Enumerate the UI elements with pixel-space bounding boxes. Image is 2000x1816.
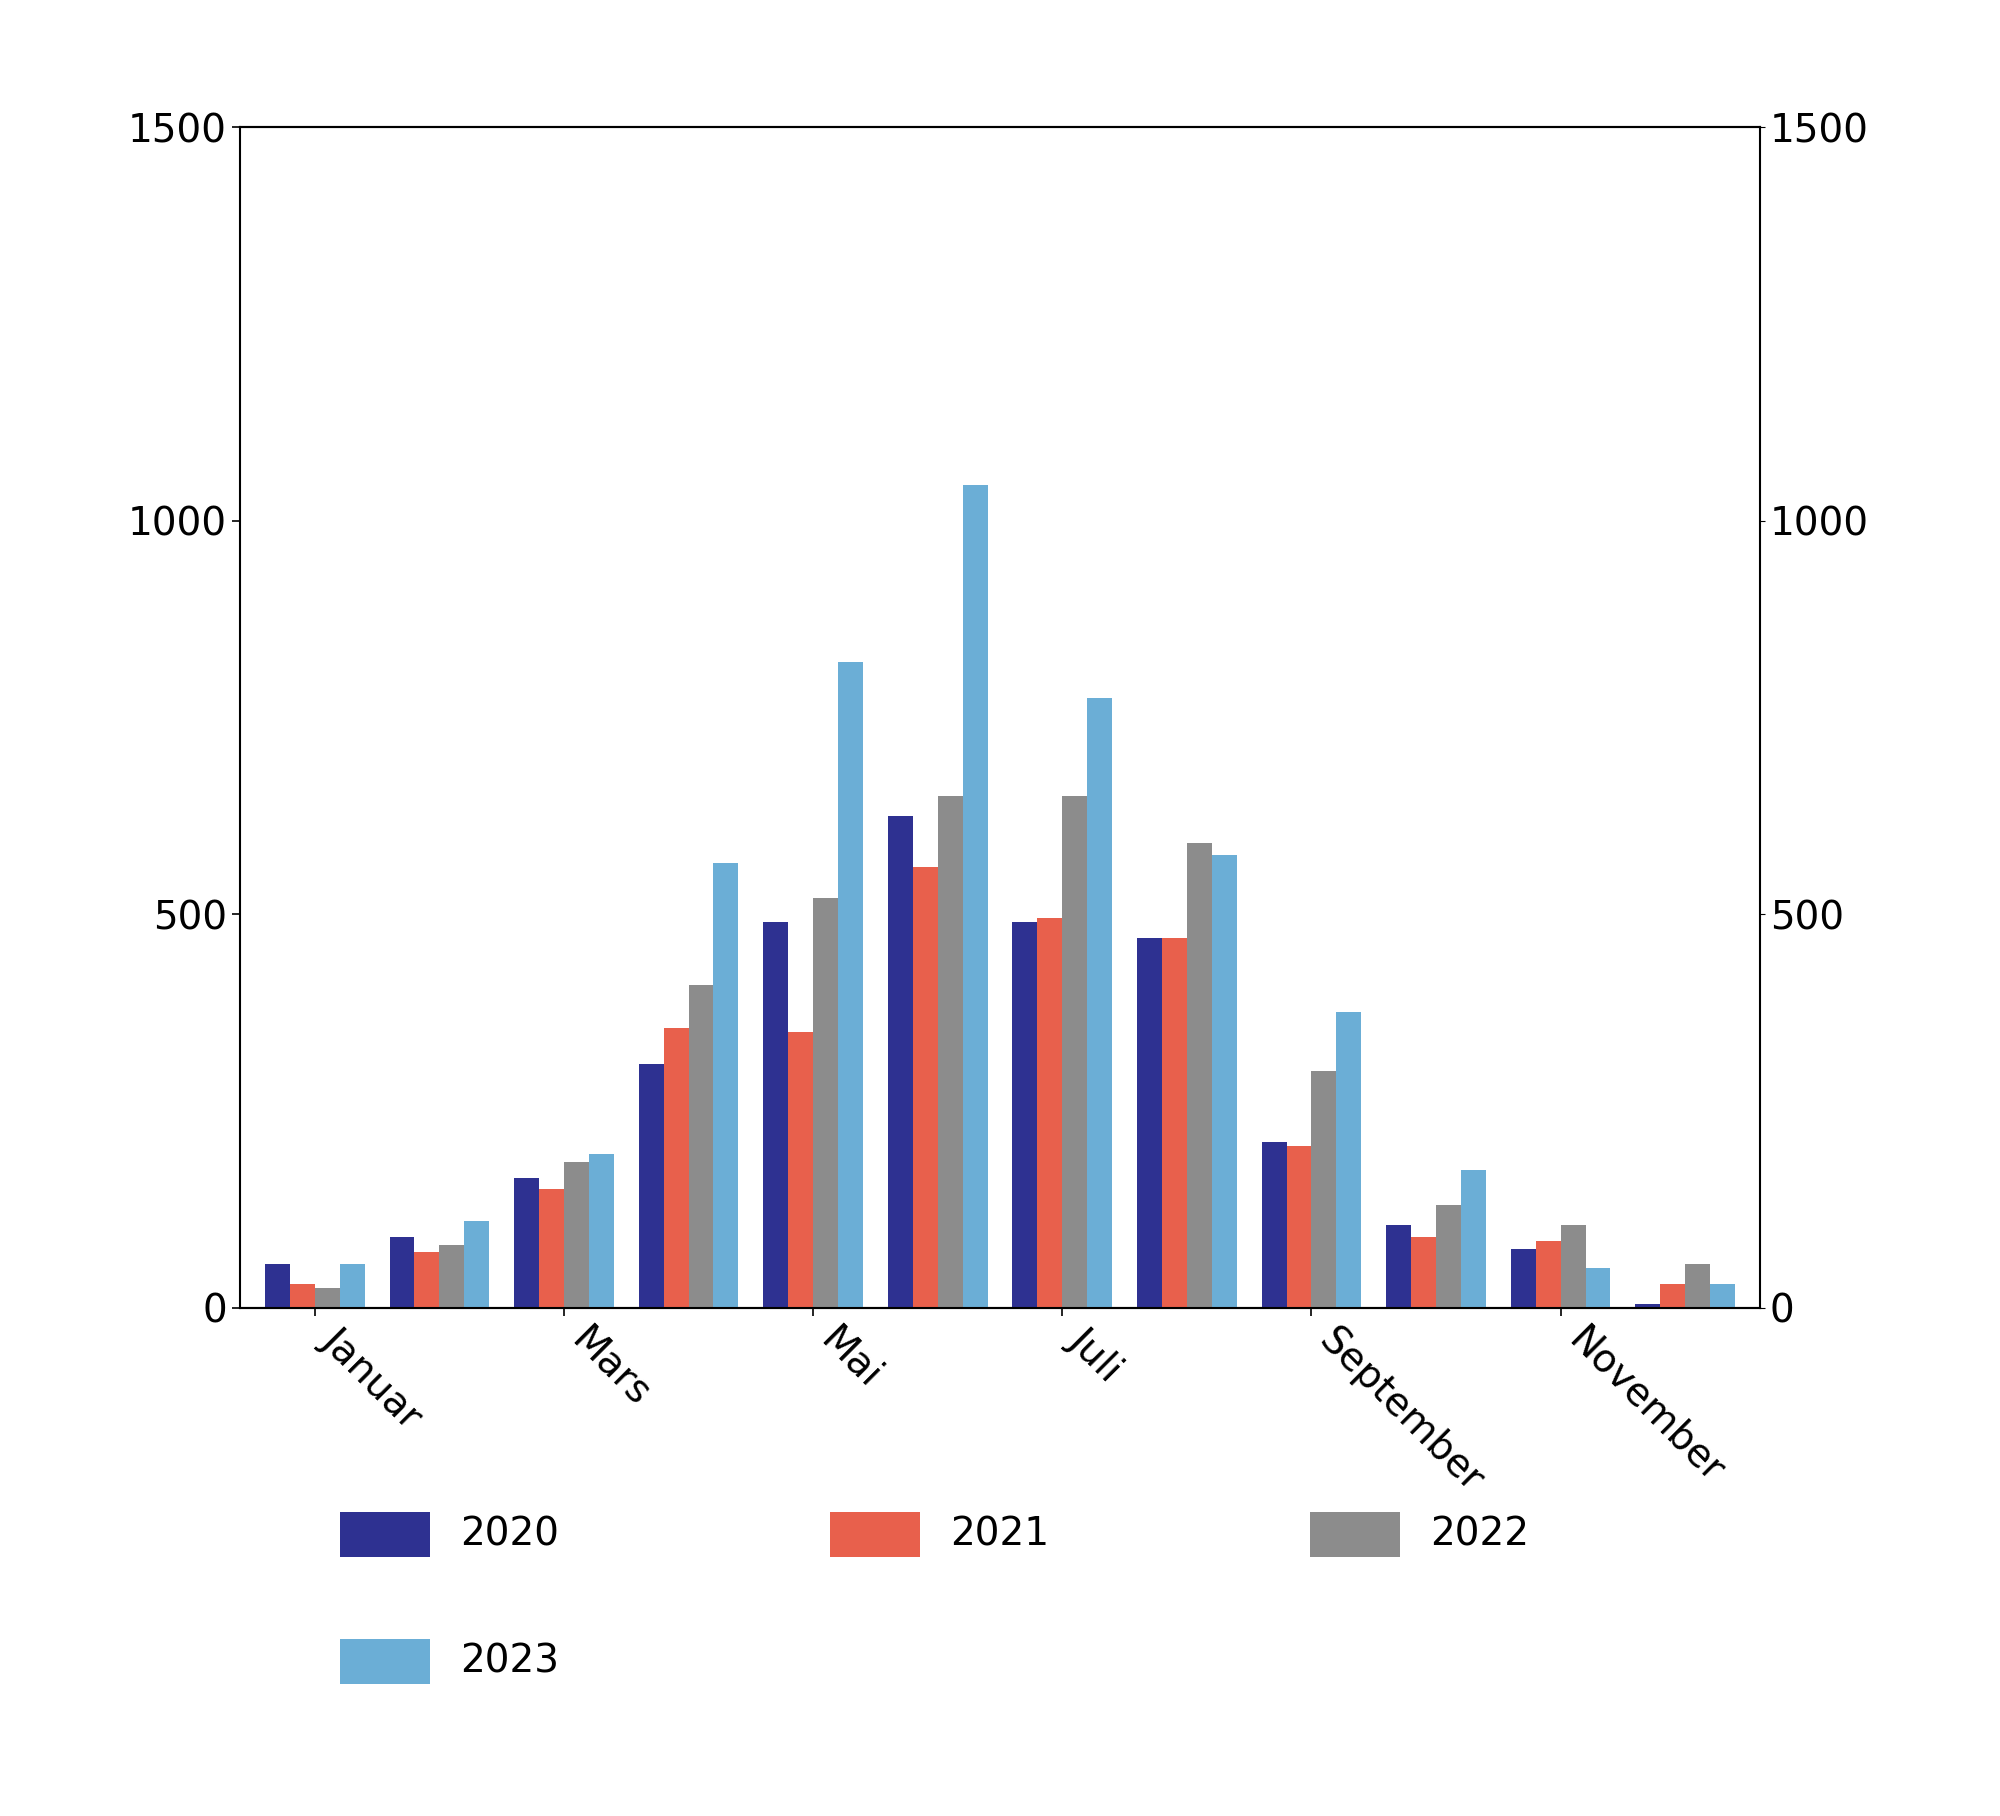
- Bar: [1262, 1142, 1286, 1308]
- Bar: [1710, 1284, 1736, 1308]
- Bar: [788, 1031, 814, 1308]
- Bar: [414, 1253, 440, 1308]
- Bar: [1162, 937, 1186, 1308]
- Bar: [638, 1064, 664, 1308]
- Bar: [564, 1162, 588, 1308]
- Text: 2021: 2021: [950, 1516, 1050, 1553]
- Bar: [290, 1284, 314, 1308]
- Bar: [1038, 917, 1062, 1308]
- Text: 2022: 2022: [1430, 1516, 1530, 1553]
- Bar: [1436, 1206, 1460, 1308]
- Bar: [314, 1288, 340, 1308]
- Bar: [938, 795, 962, 1308]
- Bar: [838, 663, 862, 1308]
- Bar: [1660, 1284, 1686, 1308]
- Bar: [688, 984, 714, 1308]
- Bar: [340, 1264, 364, 1308]
- Bar: [440, 1244, 464, 1308]
- Bar: [1412, 1237, 1436, 1308]
- Bar: [1636, 1304, 1660, 1308]
- Bar: [1312, 1071, 1336, 1308]
- Bar: [1138, 937, 1162, 1308]
- Bar: [1460, 1170, 1486, 1308]
- Bar: [1012, 923, 1038, 1308]
- Bar: [1510, 1248, 1536, 1308]
- Bar: [390, 1237, 414, 1308]
- Bar: [588, 1155, 614, 1308]
- Bar: [1336, 1012, 1362, 1308]
- Bar: [888, 815, 912, 1308]
- Bar: [714, 863, 738, 1308]
- Bar: [514, 1177, 540, 1308]
- Bar: [1186, 843, 1212, 1308]
- Bar: [814, 899, 838, 1308]
- Bar: [664, 1028, 688, 1308]
- Bar: [1062, 795, 1088, 1308]
- Bar: [1286, 1146, 1312, 1308]
- Text: 2020: 2020: [460, 1516, 560, 1553]
- Bar: [540, 1189, 564, 1308]
- Bar: [1536, 1240, 1560, 1308]
- Bar: [1212, 855, 1236, 1308]
- Bar: [1088, 697, 1112, 1308]
- Bar: [1686, 1264, 1710, 1308]
- Text: 2023: 2023: [460, 1643, 560, 1680]
- Bar: [912, 866, 938, 1308]
- Bar: [1386, 1224, 1412, 1308]
- Bar: [1560, 1224, 1586, 1308]
- Bar: [962, 485, 988, 1308]
- Bar: [764, 923, 788, 1308]
- Bar: [1586, 1268, 1610, 1308]
- Bar: [264, 1264, 290, 1308]
- Bar: [464, 1220, 490, 1308]
